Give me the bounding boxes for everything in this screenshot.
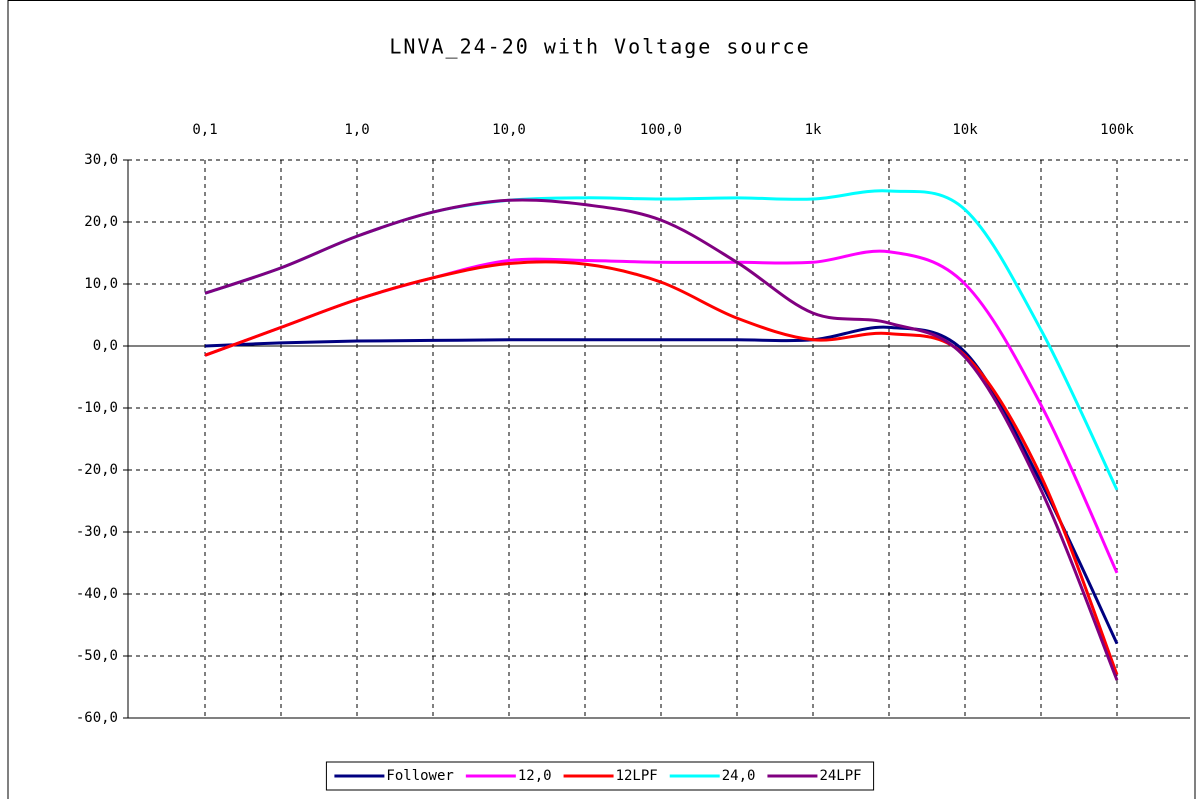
y-tick-label: -30,0 — [76, 524, 118, 540]
series-line — [204, 325, 1119, 645]
y-tick-label: 0,0 — [93, 338, 118, 354]
y-tick-label: -10,0 — [76, 400, 118, 416]
y-tick-label: 20,0 — [84, 214, 118, 230]
legend-label: Follower — [386, 768, 453, 784]
x-tick-label: 10k — [952, 122, 978, 138]
series-line — [204, 260, 1119, 676]
y-tick-label: -20,0 — [76, 462, 118, 478]
y-tick-label: -50,0 — [76, 648, 118, 664]
y-tick-label: 10,0 — [84, 276, 118, 292]
y-tick-label: -60,0 — [76, 710, 118, 726]
x-tick-label: 100,0 — [640, 122, 682, 138]
chart-title: LNVA_24-20 with Voltage source — [389, 35, 810, 59]
y-tick-label: -40,0 — [76, 586, 118, 602]
legend-label: 24,0 — [722, 768, 756, 784]
legend-label: 24LPF — [819, 768, 861, 784]
x-tick-label: 1,0 — [344, 122, 369, 138]
chart-border — [7, 0, 1196, 799]
x-tick-label: 10,0 — [492, 122, 526, 138]
legend-label: 12,0 — [518, 768, 552, 784]
legend-label: 12LPF — [616, 768, 658, 784]
legend: Follower 12,0 12LPF 24,0 24LPF — [325, 761, 875, 791]
series-line — [204, 198, 1119, 681]
x-tick-label: 0,1 — [192, 122, 217, 138]
x-tick-label: 1k — [805, 122, 822, 138]
y-tick-label: 30,0 — [84, 152, 118, 168]
x-tick-label: 100k — [1100, 122, 1134, 138]
